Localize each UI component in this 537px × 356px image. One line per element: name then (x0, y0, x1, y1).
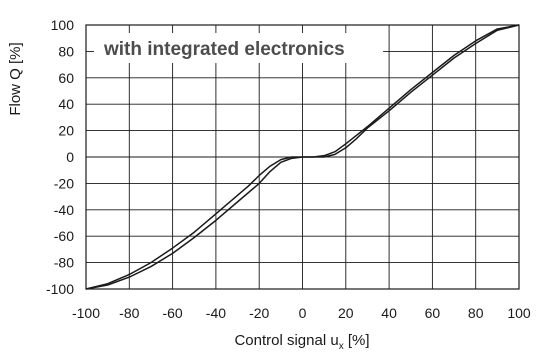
y-tick-label: 100 (51, 17, 75, 33)
y-tick-label: -60 (54, 228, 74, 244)
annotation-box (94, 33, 383, 63)
x-tick-label: 80 (468, 305, 484, 321)
y-tick-label: 80 (58, 43, 74, 59)
y-tick-labels: 100 80 60 40 20 0 -20 -40 -60 -80 -100 (46, 17, 74, 297)
x-tick-label: 20 (338, 305, 354, 321)
x-tick-label: -100 (72, 305, 100, 321)
x-tick-label: 0 (299, 305, 307, 321)
flow-curve-2 (85, 24, 520, 290)
y-tick-label: 40 (58, 96, 74, 112)
x-tick-label: -80 (119, 305, 139, 321)
x-tick-label: 60 (425, 305, 441, 321)
y-tick-label: -100 (46, 281, 74, 297)
y-tick-label: -20 (54, 175, 74, 191)
x-tick-labels: -100 -80 -60 -40 -20 0 20 40 60 80 100 (72, 305, 531, 321)
x-axis-label-subscript: x (339, 341, 344, 352)
x-tick-label: -40 (206, 305, 226, 321)
x-tick-label: -60 (162, 305, 182, 321)
y-axis-label: Flow Q [%] (7, 42, 24, 115)
chart-annotation: with integrated electronics (103, 39, 345, 60)
x-axis-label-suffix: [%] (344, 332, 370, 349)
y-tick-label: 60 (58, 70, 74, 86)
x-tick-label: 40 (381, 305, 397, 321)
y-tick-label: -40 (54, 202, 74, 218)
x-axis-label-main: Control signal u (234, 332, 338, 349)
x-tick-label: -20 (249, 305, 269, 321)
x-axis-label: Control signal ux [%] (234, 332, 369, 352)
y-tick-label: 20 (58, 123, 74, 139)
y-tick-label: 0 (66, 149, 74, 165)
curves (85, 24, 520, 290)
plot-frame (85, 24, 520, 290)
x-tick-label: 100 (507, 305, 531, 321)
y-tick-label: -80 (54, 255, 74, 271)
